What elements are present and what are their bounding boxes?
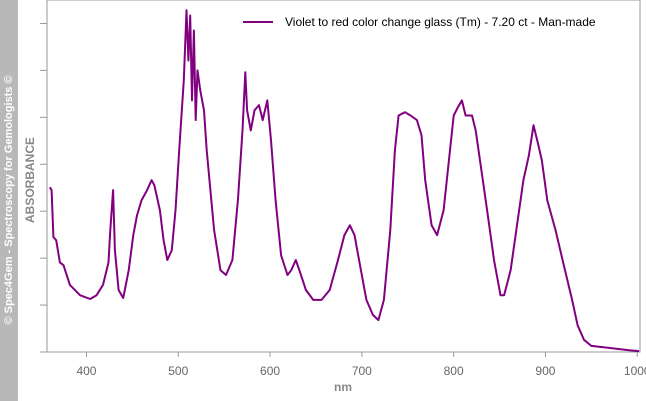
plot-frame (46, 0, 641, 353)
sidebar (0, 0, 18, 401)
legend-label: Violet to red color change glass (Tm) - … (285, 15, 596, 29)
x-tick-label: 800 (444, 364, 464, 378)
x-tick-label: 500 (168, 364, 188, 378)
x-tick-label: 600 (260, 364, 280, 378)
x-tick-label: 900 (535, 364, 555, 378)
spectrum-line (48, 9, 640, 353)
x-tick-label: 1000 (624, 364, 646, 378)
x-tick-label: 700 (352, 364, 372, 378)
x-tick-label: 400 (76, 364, 96, 378)
sidebar-text: © Spec4Gem - Spectroscopy for Gemologist… (3, 75, 15, 324)
x-axis-label: nm (334, 380, 352, 394)
y-axis-label: ABSORBANCE (23, 137, 37, 223)
